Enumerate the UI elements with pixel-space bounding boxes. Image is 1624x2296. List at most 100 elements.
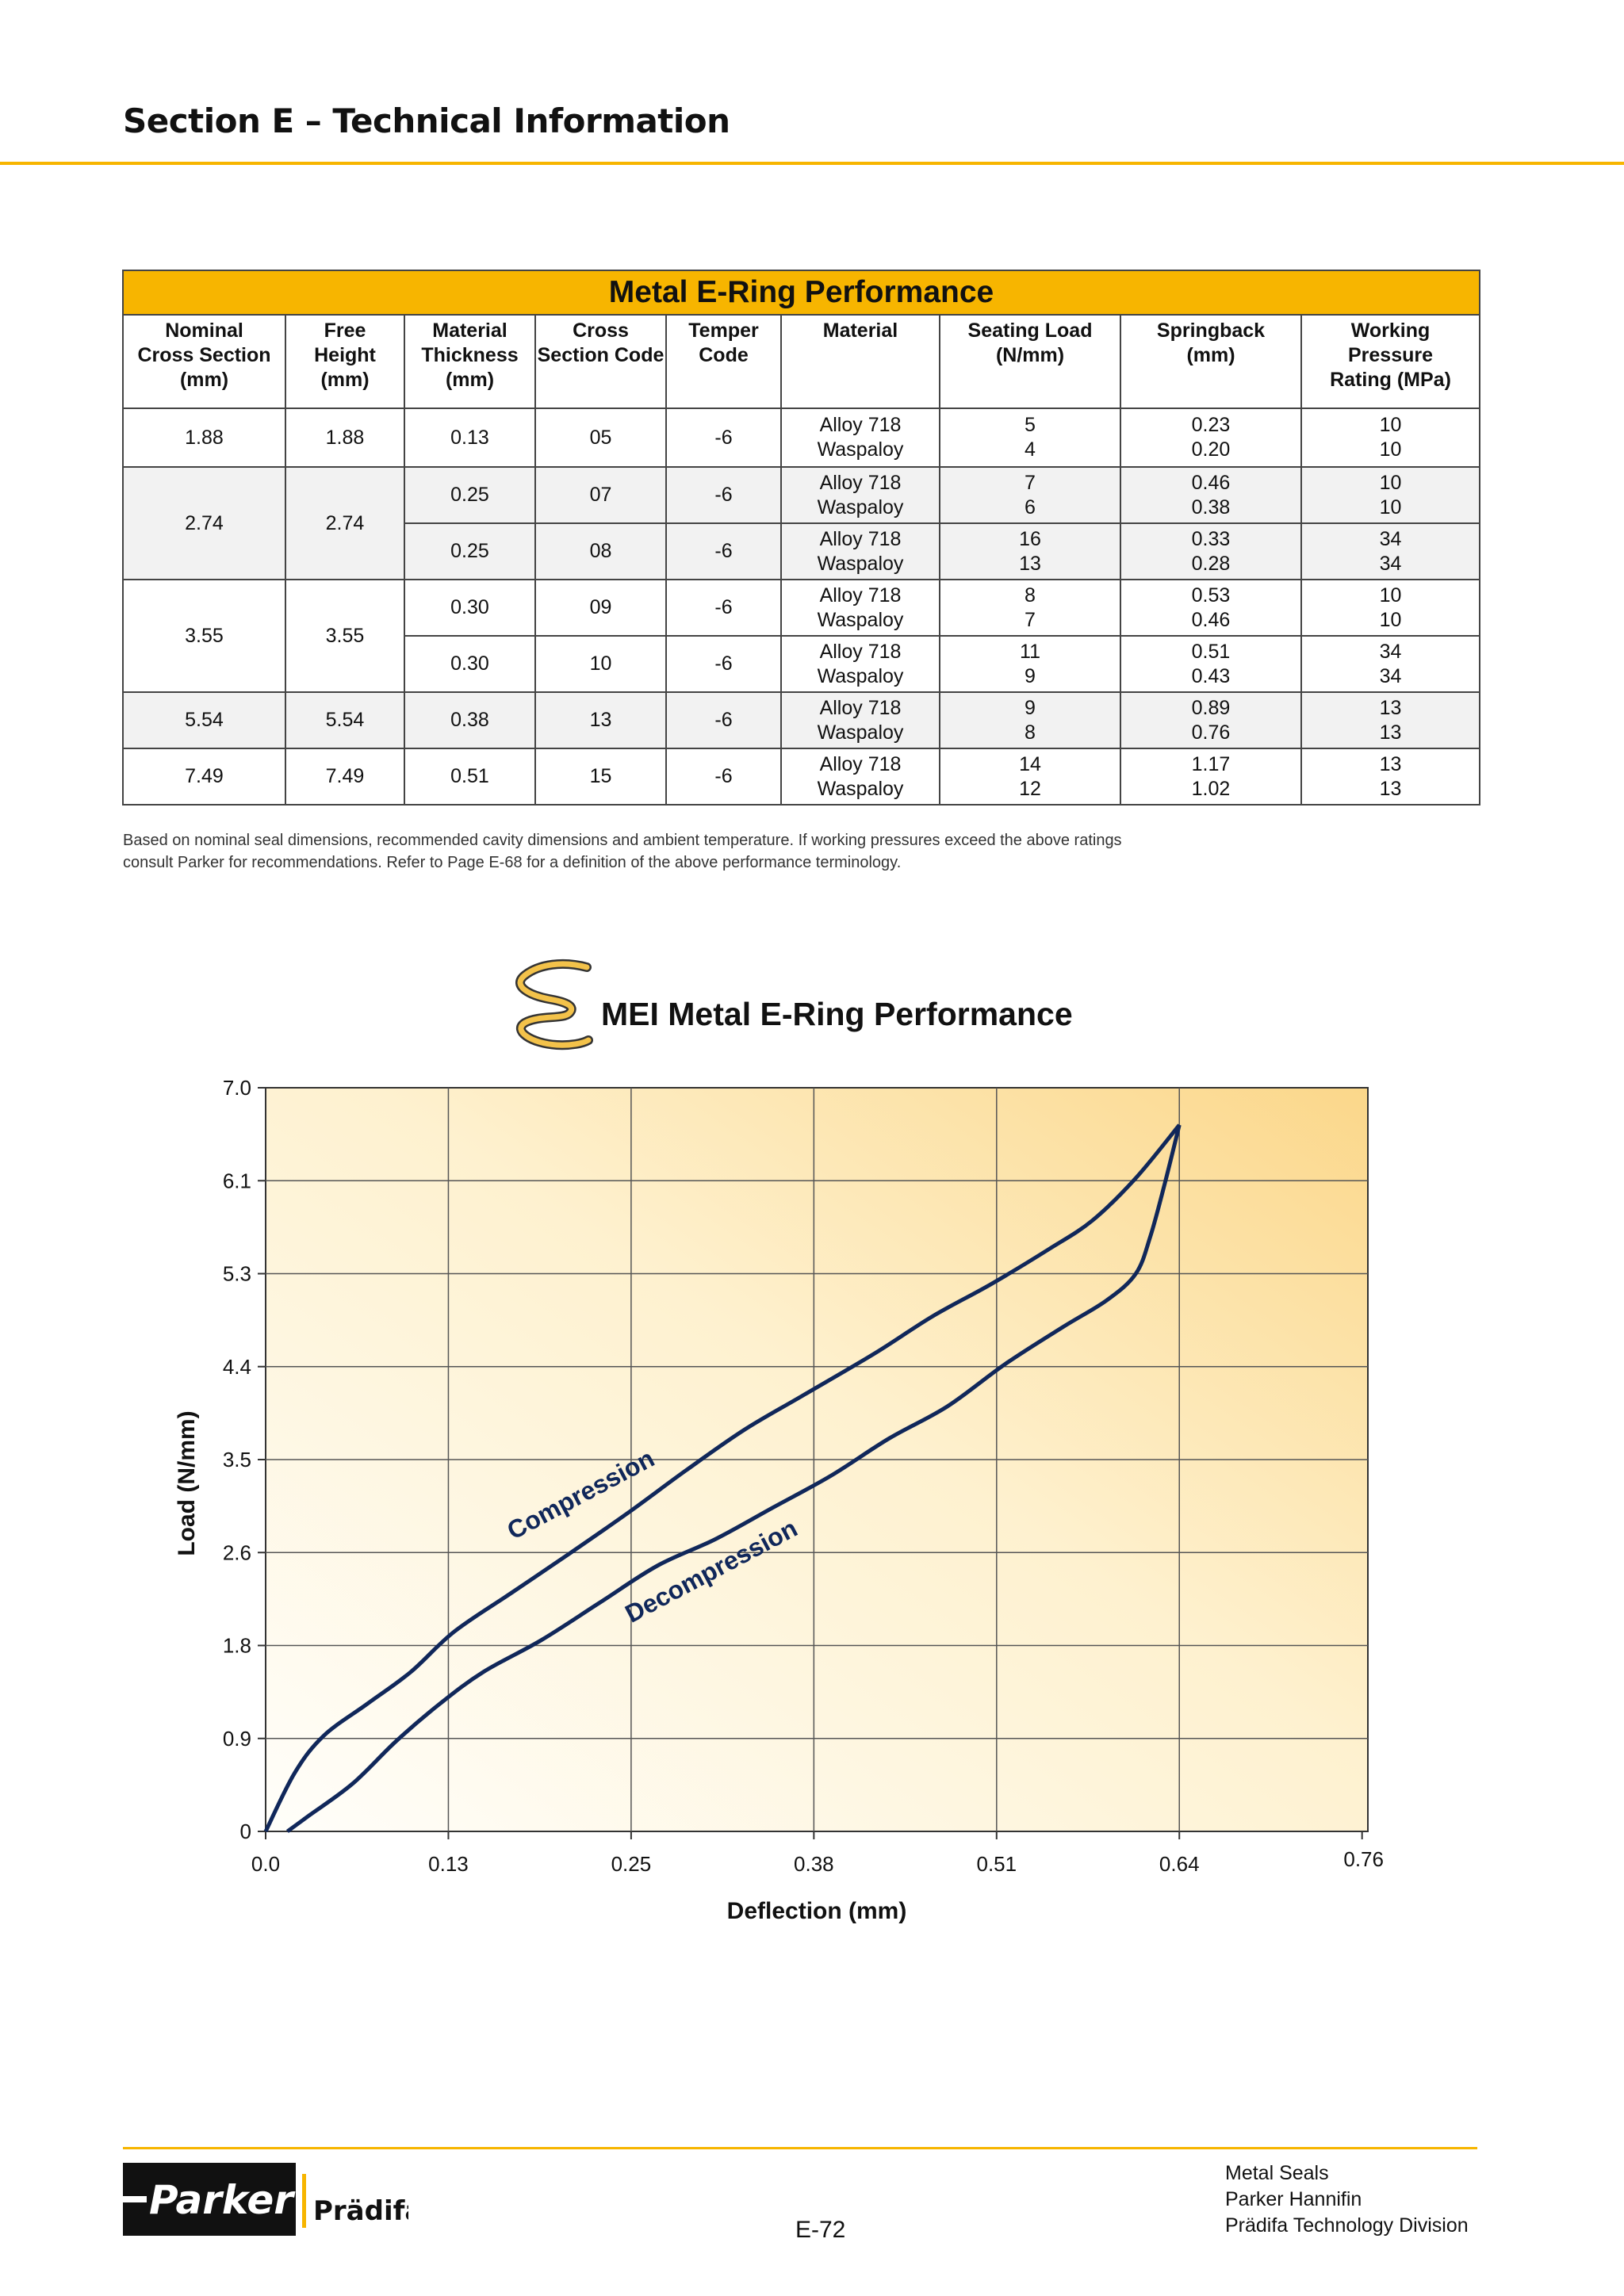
header-rule	[0, 162, 1624, 165]
x-tick-label: 0.38	[794, 1852, 834, 1876]
material-cell: Alloy 718 Waspaloy	[780, 408, 940, 468]
pressure-cell: 13 13	[1300, 748, 1481, 806]
temper-cell: -6	[665, 408, 782, 468]
thickness-cell: 0.30	[404, 579, 536, 637]
x-tick-label: 0.64	[1159, 1852, 1200, 1876]
column-header: Material	[780, 314, 940, 409]
pressure-cell: 10 10	[1300, 579, 1481, 637]
column-header: Temper Code	[665, 314, 782, 409]
table-row: 0.25 08 -6 Alloy 718 Waspaloy 16 13 0.33…	[123, 522, 1481, 580]
springback-cell: 0.51 0.43	[1120, 635, 1302, 693]
y-tick-label: 1.8	[223, 1634, 251, 1658]
seating-cell: 11 9	[939, 635, 1121, 693]
temper-cell: -6	[665, 635, 782, 693]
y-tick-label: 7.0	[223, 1076, 251, 1100]
footer-line: Metal Seals	[1225, 2162, 1329, 2184]
y-tick-label: 4.4	[223, 1355, 251, 1379]
springback-cell: 0.53 0.46	[1120, 579, 1302, 637]
page-number: E-72	[795, 2217, 846, 2243]
material-cell: Alloy 718 Waspaloy	[780, 466, 940, 524]
material-cell: Alloy 718 Waspaloy	[780, 691, 940, 749]
free-height-cell: 1.88	[285, 408, 405, 468]
nominal-cell: 1.88	[122, 408, 286, 468]
material-cell: Alloy 718 Waspaloy	[780, 579, 940, 637]
thickness-cell: 0.25	[404, 522, 536, 580]
code-cell: 05	[534, 408, 667, 468]
table-header-row: Nominal Cross Section (mm) Free Height (…	[122, 314, 1481, 409]
x-tick-label: 0.25	[611, 1852, 652, 1876]
thickness-cell: 0.25	[404, 466, 536, 524]
nominal-cell: 3.55	[122, 579, 286, 693]
table-row: 2.74 2.74 0.25 07 -6 Alloy 718 Waspaloy …	[122, 466, 1481, 580]
thickness-cell: 0.13	[404, 408, 536, 468]
table-row: 5.54 5.54 0.38 13 -6 Alloy 718 Waspaloy …	[122, 691, 1481, 749]
footer-rule	[123, 2147, 1477, 2149]
nominal-cell: 5.54	[122, 691, 286, 749]
code-cell: 09	[534, 579, 667, 637]
springback-cell: 0.23 0.20	[1120, 408, 1302, 468]
code-cell: 08	[534, 522, 667, 580]
pressure-cell: 34 34	[1300, 635, 1481, 693]
code-cell: 10	[534, 635, 667, 693]
free-height-cell: 3.55	[285, 579, 405, 693]
table-row: 1.88 1.88 0.13 05 -6 Alloy 718 Waspaloy …	[122, 408, 1481, 468]
tick-labels: 0.0 0.13 0.25 0.38 0.51 0.64 0.76 0 0.9 1.8 2.6 3.5…	[223, 1076, 1384, 1876]
table-title: Metal E-Ring Performance	[121, 270, 1481, 316]
table-footnote: Based on nominal seal dimensions, recomm…	[123, 832, 1122, 871]
column-header: Springback (mm)	[1120, 314, 1302, 409]
series-line-decompression	[285, 1124, 1182, 1834]
chart-title: MEI Metal E-Ring Performance	[601, 996, 1073, 1032]
nominal-cell: 2.74	[122, 466, 286, 580]
free-height-cell: 2.74	[285, 466, 405, 580]
seating-cell: 8 7	[939, 579, 1121, 637]
column-header: Working Pressure Rating (MPa)	[1300, 314, 1481, 409]
footer-line: Parker Hannifin	[1225, 2188, 1362, 2210]
seating-cell: 14 12	[939, 748, 1121, 806]
performance-table: Metal E-Ring Performance Nominal Cross S…	[121, 270, 1481, 806]
table-row: 7.49 7.49 0.51 15 -6 Alloy 718 Waspaloy …	[122, 748, 1481, 806]
pressure-cell: 34 34	[1300, 522, 1481, 580]
temper-cell: -6	[665, 579, 782, 637]
temper-cell: -6	[665, 522, 782, 580]
springback-cell: 0.46 0.38	[1120, 466, 1302, 524]
springback-cell: 0.89 0.76	[1120, 691, 1302, 749]
pressure-cell: 10 10	[1300, 408, 1481, 468]
code-cell: 15	[534, 748, 667, 806]
y-tick-label: 2.6	[223, 1540, 251, 1564]
x-tick-label: 0.76	[1343, 1847, 1384, 1871]
section-title: Section E – Technical Information	[123, 101, 730, 140]
thickness-cell: 0.30	[404, 635, 536, 693]
seating-cell: 7 6	[939, 466, 1121, 524]
x-tick-label: 0.13	[428, 1852, 469, 1876]
x-tick-label: 0.0	[251, 1852, 280, 1876]
seating-cell: 5 4	[939, 408, 1121, 468]
code-cell: 13	[534, 691, 667, 749]
seating-cell: 9 8	[939, 691, 1121, 749]
nominal-cell: 7.49	[122, 748, 286, 806]
table-row: 3.55 3.55 0.30 09 -6 Alloy 718 Waspaloy …	[122, 579, 1481, 693]
column-header: Free Height (mm)	[285, 314, 405, 409]
y-axis-label: Load (N/mm)	[174, 1410, 200, 1556]
y-tick-label: 3.5	[223, 1448, 251, 1471]
series-lines	[263, 1123, 1182, 1834]
pressure-cell: 13 13	[1300, 691, 1481, 749]
grid	[258, 1087, 1368, 1839]
free-height-cell: 7.49	[285, 748, 405, 806]
e-ring-icon	[515, 959, 593, 1050]
x-tick-label: 0.51	[976, 1852, 1017, 1876]
logo-text: Parker	[149, 2177, 296, 2223]
series-line-compression	[263, 1123, 1182, 1833]
logo-sub: Prädifa	[313, 2195, 408, 2227]
material-cell: Alloy 718 Waspaloy	[780, 748, 940, 806]
footer-info: Metal Seals Parker Hannifin Prädifa Tech…	[1225, 2160, 1469, 2239]
springback-cell: 0.33 0.28	[1120, 522, 1302, 580]
table-row: 0.30 10 -6 Alloy 718 Waspaloy 11 9 0.51 …	[123, 635, 1481, 693]
code-cell: 07	[534, 466, 667, 524]
seating-cell: 16 13	[939, 522, 1121, 580]
thickness-cell: 0.51	[404, 748, 536, 806]
pressure-cell: 10 10	[1300, 466, 1481, 524]
temper-cell: -6	[665, 691, 782, 749]
material-cell: Alloy 718 Waspaloy	[780, 635, 940, 693]
column-header: Nominal Cross Section (mm)	[122, 314, 286, 409]
